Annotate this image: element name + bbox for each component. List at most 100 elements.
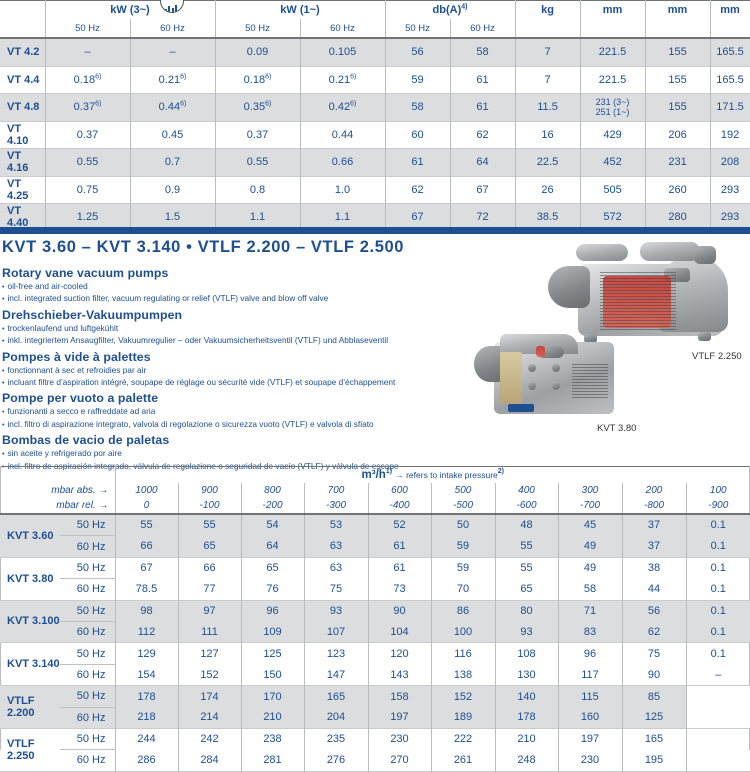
freq-header-blank: [0, 19, 45, 38]
capacity-value: 97: [177, 600, 241, 622]
cell-value: 192: [709, 121, 750, 149]
table-row: KVT 3.80 50 Hz 67 66 65 63 61 59 55 49 38 0.1: [0, 557, 750, 585]
capacity-value: 58: [557, 578, 622, 601]
photo-caption-kvt: KVT 3.80: [597, 423, 637, 434]
footnote-marker: 6): [265, 100, 272, 108]
top-table-frequency-header-row: 50 Hz 60 Hz 50 Hz 60 Hz 50 Hz 60 Hz: [0, 19, 750, 38]
capacity-value: 127: [177, 642, 241, 665]
mbar-rel-row: mbar rel. → 0 -100 -200 -300 -400 -500 -600 -70…: [0, 498, 750, 514]
capacity-value: 108: [494, 642, 558, 665]
mbar-rel-value: -600: [494, 498, 558, 514]
cell-value: 0.186): [44, 66, 130, 94]
cell-value-line: 251 (1~): [595, 107, 630, 118]
cell-value: 67: [384, 203, 450, 231]
cell-value: 61: [449, 66, 516, 94]
cell-value: 59: [384, 66, 450, 94]
capacity-value: 62: [621, 621, 686, 643]
cell-value: 221.5: [579, 66, 646, 94]
capacity-value: 125: [621, 707, 686, 729]
capacity-value: 242: [177, 728, 241, 750]
badge-bars-icon: [165, 0, 179, 12]
cell-value: 452: [579, 148, 646, 176]
capacity-unit-text: m³/h: [361, 468, 386, 481]
capacity-value: 37: [621, 535, 686, 558]
freq-header-kw1-50: 50 Hz: [214, 19, 300, 38]
capacity-value: 85: [621, 685, 686, 708]
table-row: VT 4.100.370.450.370.44606216429206192½″: [0, 121, 750, 149]
capacity-value: 111: [177, 621, 241, 643]
cell-value: 0.356): [214, 93, 300, 121]
feature-list-item: sin aceite y refrigerado por aire: [2, 448, 468, 460]
row-model-label: VTLF 2.200: [0, 685, 60, 729]
product-section: KVT 3.60 – KVT 3.140 • VTLF 2.200 – VTLF…: [0, 238, 750, 471]
capacity-value: 123: [303, 642, 368, 665]
capacity-value: 63: [303, 557, 368, 579]
capacity-value: 65: [240, 557, 304, 579]
mbar-abs-value: 700: [303, 483, 368, 498]
capacity-value: 71: [557, 600, 622, 622]
table-row: 60 Hz 78.5 77 76 75 73 70 65 58 44 0.1: [0, 578, 750, 601]
capacity-table-body: KVT 3.60 50 Hz 55 55 54 53 52 50 48 45 37 0.1 60 Hz 6…: [0, 514, 750, 772]
capacity-value: 158: [367, 685, 431, 708]
table-row: KVT 3.140 50 Hz 129 127 125 123 120 116 108 96 75 0…: [0, 642, 750, 670]
capacity-value: 286: [114, 749, 178, 772]
capacity-value: 117: [557, 664, 622, 686]
cell-value: 0.37: [214, 121, 300, 149]
capacity-value: 218: [114, 707, 178, 729]
capacity-value: 100: [430, 621, 495, 643]
cell-value: 38.5: [514, 203, 581, 231]
frequency-label: 50 Hz: [60, 557, 115, 580]
capacity-value: 178: [494, 707, 558, 729]
capacity-value: 65: [177, 535, 241, 558]
cell-value: 0.44: [299, 121, 385, 149]
capacity-value: 77: [177, 578, 241, 601]
footnote-marker: 6): [180, 73, 187, 81]
capacity-value: 170: [240, 685, 304, 708]
cell-value: 56: [384, 38, 450, 66]
cell-value: 0.9: [129, 176, 215, 204]
cell-value: 64: [449, 148, 516, 176]
table-row: VTLF 2.250 50 Hz 244 242 238 235 230 222 210 197 1…: [0, 728, 750, 762]
mbar-abs-value: 600: [367, 483, 431, 498]
cell-value: 11.5: [514, 93, 581, 121]
feature-list-item: inkl. integriertem Ansaugfilter, Vakuumr…: [2, 335, 468, 347]
capacity-value: 59: [430, 535, 495, 558]
cell-value: 58: [384, 93, 450, 121]
capacity-value: 147: [303, 664, 368, 686]
capacity-value: 129: [114, 642, 178, 665]
table-row: 60 Hz 112 111 109 107 104 100 93 83 62 0.1: [0, 621, 750, 643]
capacity-value: 125: [240, 642, 304, 665]
cell-value: 72: [449, 203, 516, 231]
cell-value: 0.426): [299, 93, 385, 121]
table-row: 60 Hz 154 152 150 147 143 138 130 117 90–: [0, 664, 750, 686]
capacity-value: 189: [430, 707, 495, 729]
cell-value: 1.5: [129, 203, 215, 231]
table-row: KVT 3.100 50 Hz 98 97 96 93 90 86 80 71 56 0.1: [0, 600, 750, 643]
capacity-value: 284: [177, 749, 241, 772]
language-heading: Pompe per vuoto a palette: [2, 391, 159, 406]
capacity-value: 195: [621, 749, 686, 772]
capacity-value: 93: [303, 600, 368, 622]
capacity-value: 248: [494, 749, 558, 772]
capacity-value: 107: [303, 621, 368, 643]
capacity-value: 230: [367, 728, 431, 750]
cell-value: 62: [384, 176, 450, 204]
frequency-label: 60 Hz: [76, 583, 106, 596]
freq-header-kw3-50: 50 Hz: [44, 19, 130, 38]
capacity-value: 104: [367, 621, 431, 643]
capacity-value: 210: [494, 728, 558, 750]
frequency-label: 60 Hz: [60, 707, 115, 729]
footnote-marker: 6): [95, 100, 102, 108]
capacity-value: 75: [303, 578, 368, 601]
feature-list: sin aceite y refrigerado por aireincl. f…: [2, 448, 468, 473]
feature-list-item: fonctionnant à sec et refroidies par air: [2, 365, 468, 377]
language-heading: Rotary vane vacuum pumps: [2, 266, 169, 280]
cell-value: 0.216): [299, 66, 385, 94]
table-row: KVT 3.60 50 Hz 55 55 54 53 52 50 48 45 37 0.1: [0, 514, 750, 558]
cell-value: 67: [449, 176, 516, 204]
capacity-value: 55: [114, 514, 178, 536]
capacity-unit-blank: [0, 466, 115, 483]
cell-value: 61: [384, 148, 450, 176]
freq-header-kw1-60: 60 Hz: [299, 19, 385, 38]
